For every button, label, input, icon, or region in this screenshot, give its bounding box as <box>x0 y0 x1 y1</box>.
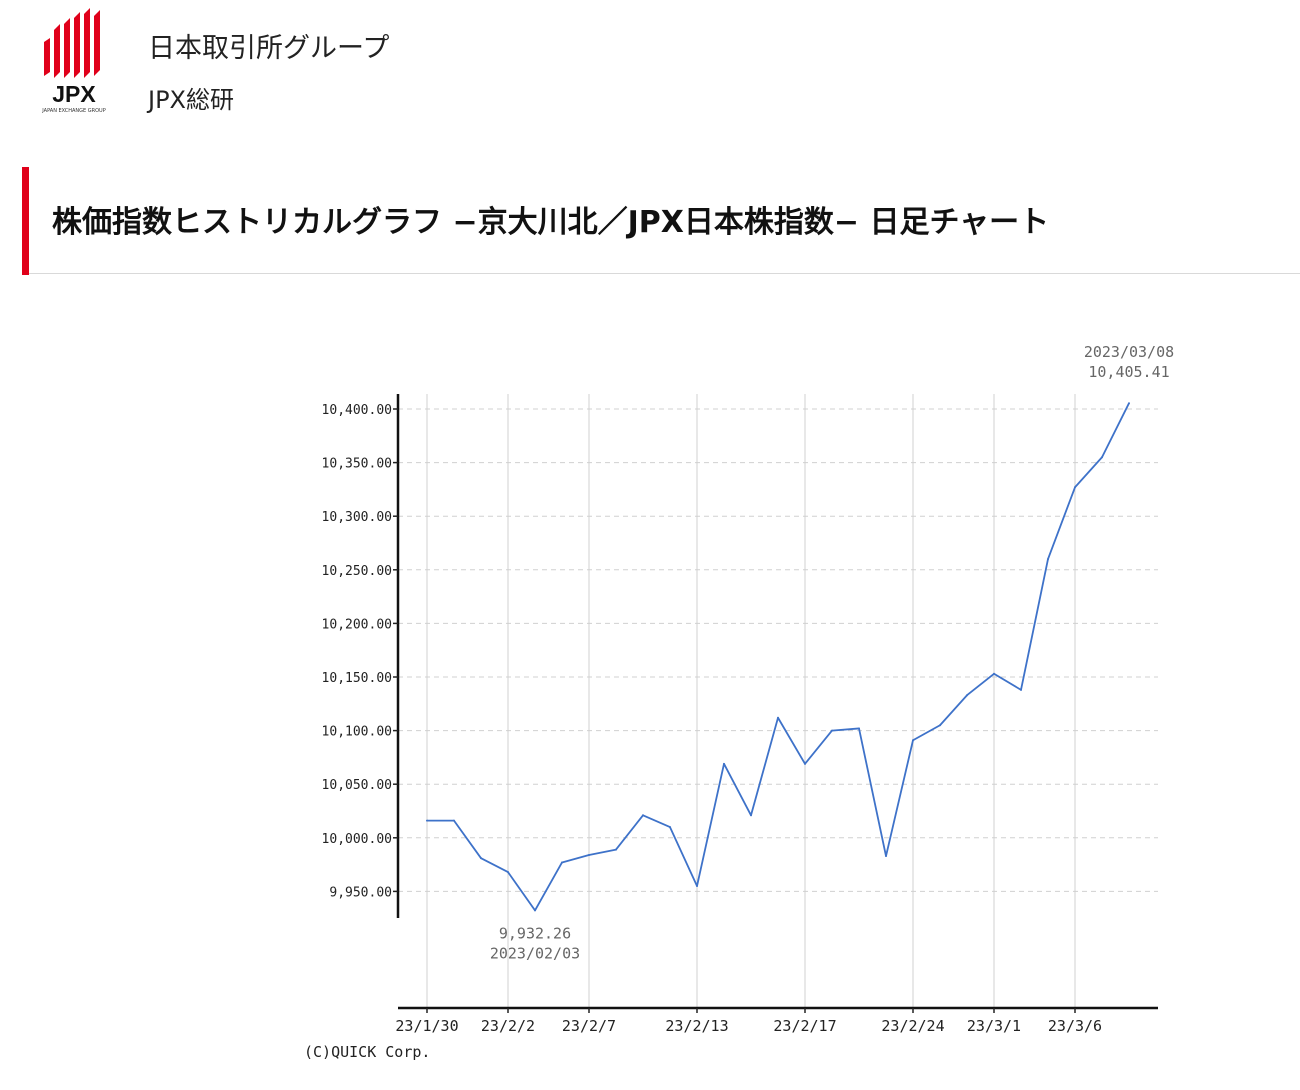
data-point <box>615 848 617 851</box>
data-point <box>588 853 590 856</box>
data-point <box>453 819 455 822</box>
min-annotation-date: 2023/02/03 <box>490 944 580 962</box>
y-tick-label: 10,200.00 <box>322 617 392 632</box>
data-point <box>1101 456 1103 459</box>
title-divider <box>29 273 1300 274</box>
x-tick-label: 23/2/17 <box>773 1017 836 1035</box>
max-annotation-value: 10,405.41 <box>1088 363 1169 381</box>
data-point <box>669 826 671 829</box>
logo-stripe-3 <box>64 18 70 78</box>
data-point <box>885 855 887 858</box>
y-tick-label: 10,000.00 <box>322 832 392 847</box>
x-tick-label: 23/1/30 <box>395 1017 458 1035</box>
logo-stripe-2 <box>54 24 60 78</box>
data-point <box>777 716 779 719</box>
data-point <box>966 694 968 697</box>
x-tick-label: 23/2/13 <box>665 1017 728 1035</box>
x-tick-label: 23/2/24 <box>881 1017 944 1035</box>
data-point <box>750 814 752 817</box>
logo-stripe-5 <box>84 8 90 78</box>
y-tick-label: 9,950.00 <box>329 885 392 900</box>
y-tick-label: 10,300.00 <box>322 510 392 525</box>
y-tick-label: 10,250.00 <box>322 564 392 579</box>
data-point <box>1074 486 1076 489</box>
data-point <box>723 762 725 765</box>
data-point <box>858 727 860 730</box>
data-point <box>1020 688 1022 691</box>
x-tick-label: 23/3/6 <box>1048 1017 1102 1035</box>
chart-axes <box>396 394 1158 1010</box>
y-tick-label: 10,050.00 <box>322 778 392 793</box>
chart-series <box>426 402 1130 912</box>
x-axis-ticks: 23/1/30 23/2/2 23/2/7 23/2/13 23/2/17 23/2/24… <box>395 1008 1102 1035</box>
org-name: 日本取引所グループ <box>148 33 390 64</box>
jpx-logo: JPX <box>44 8 100 107</box>
y-tick-label: 10,100.00 <box>322 725 392 740</box>
title-accent-bar <box>22 167 29 275</box>
y-tick-label: 10,400.00 <box>322 403 392 418</box>
y-tick-label: 10,150.00 <box>322 671 392 686</box>
logo-stripe-6 <box>94 10 100 76</box>
org-subname: JPX総研 <box>148 86 234 114</box>
data-point <box>534 909 536 912</box>
x-tick-label: 23/2/2 <box>481 1017 535 1035</box>
chart-credit: (C)QUICK Corp. <box>304 1043 431 1061</box>
data-point <box>831 729 833 732</box>
data-point <box>939 724 941 727</box>
max-annotation-date: 2023/03/08 <box>1084 343 1174 361</box>
y-axis-ticks: 9,950.00 10,000.00 10,050.00 10,100.00 10,15… <box>322 403 398 900</box>
chart-annotations: 2023/03/08 10,405.41 9,932.26 2023/02/03 <box>490 343 1174 962</box>
data-point <box>561 861 563 864</box>
series-line <box>427 402 1130 912</box>
data-point <box>912 739 914 742</box>
logo-stripe-1 <box>44 38 50 76</box>
page-title: 株価指数ヒストリカルグラフ −京大川北／JPX日本株指数− 日足チャート <box>52 205 1050 240</box>
data-point <box>993 672 995 675</box>
data-point <box>426 819 428 822</box>
data-point <box>642 814 644 817</box>
logo-wordmark: JPX <box>52 81 96 107</box>
data-point <box>1128 402 1130 405</box>
x-tick-label: 23/2/7 <box>562 1017 616 1035</box>
logo-subtext: JAPAN EXCHANGE GROUP <box>42 108 106 114</box>
y-tick-label: 10,350.00 <box>322 457 392 472</box>
data-point <box>1047 558 1049 561</box>
min-annotation-value: 9,932.26 <box>499 924 571 942</box>
chart-grid <box>398 394 1158 1008</box>
data-point <box>696 885 698 888</box>
x-tick-label: 23/3/1 <box>967 1017 1021 1035</box>
data-point <box>804 762 806 765</box>
data-point <box>480 857 482 860</box>
logo-stripe-4 <box>74 12 80 78</box>
data-point <box>507 871 509 874</box>
